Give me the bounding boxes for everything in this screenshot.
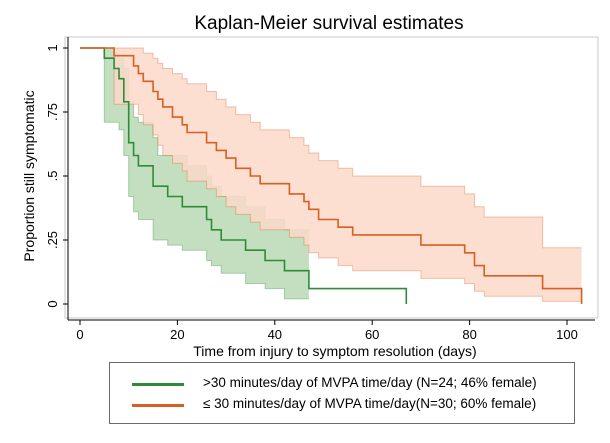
legend-label-low-mvpa: ≤ 30 minutes/day of MVPA time/day(N=30; … — [203, 396, 537, 411]
x-tick-label: 80 — [462, 327, 476, 342]
x-tick-label: 40 — [268, 327, 282, 342]
confidence-band-edge-series-0-lower — [80, 47, 309, 300]
x-tick-label: 60 — [365, 327, 379, 342]
confidence-bands — [80, 47, 582, 302]
x-tick-label: 100 — [556, 327, 578, 342]
legend-swatch-green — [132, 383, 184, 386]
x-ticks: 0 20 40 60 80 100 — [76, 320, 578, 342]
y-axis-label: Proportion still symptomatic — [21, 90, 37, 261]
y-tick-label: 0 — [45, 300, 60, 307]
y-ticks: 0 .25 .5 .75 1 — [45, 44, 68, 308]
confidence-band-series-1 — [80, 48, 582, 302]
confidence-band-edge-series-1-upper — [80, 47, 582, 249]
x-tick-label: 20 — [170, 327, 184, 342]
axes — [67, 37, 595, 321]
legend-item-high-mvpa: >30 minutes/day of MVPA time/day (N=24; … — [110, 374, 574, 394]
y-tick-label: .5 — [45, 171, 60, 182]
chart-title: Kaplan-Meier survival estimates — [194, 13, 463, 34]
survival-line-series-0 — [80, 47, 408, 304]
x-axis-label: Time from injury to symptom resolution (… — [193, 343, 476, 359]
survival-curves — [80, 47, 583, 304]
y-tick-label: .75 — [45, 103, 60, 121]
confidence-band-edge-series-1-lower — [80, 47, 582, 302]
legend-item-low-mvpa: ≤ 30 minutes/day of MVPA time/day(N=30; … — [110, 395, 574, 415]
legend-label-high-mvpa: >30 minutes/day of MVPA time/day (N=24; … — [203, 375, 537, 390]
y-tick-label: .25 — [45, 231, 60, 249]
survival-line-series-1 — [80, 47, 583, 304]
plot-frame — [64, 36, 599, 319]
legend: >30 minutes/day of MVPA time/day (N=24; … — [109, 362, 575, 424]
legend-swatch-orange — [132, 404, 184, 407]
y-tick-label: 1 — [45, 44, 60, 51]
x-tick-label: 0 — [76, 327, 83, 342]
